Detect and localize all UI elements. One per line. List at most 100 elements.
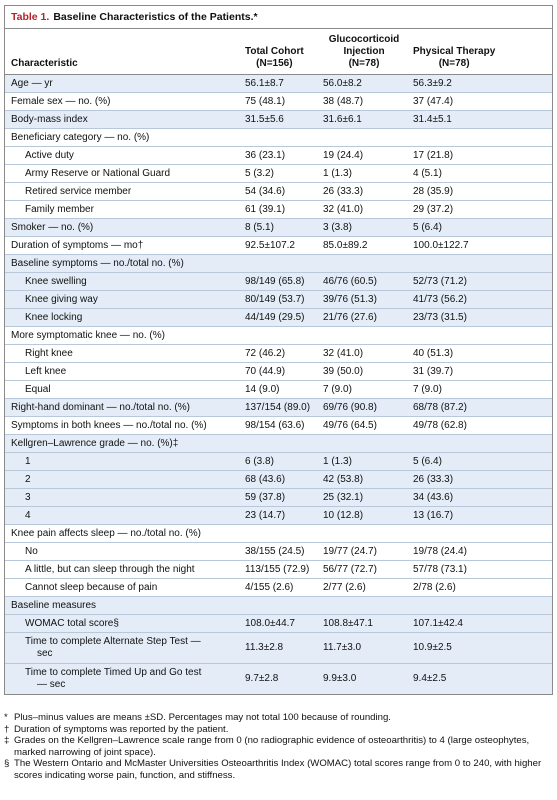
- item-row: Cannot sleep because of pain 4/155 (2.6) 2…: [5, 578, 552, 597]
- cell-value: 68/78 (87.2): [407, 398, 552, 417]
- empty-cell: [317, 254, 407, 273]
- cell-value: 107.1±42.4: [407, 614, 552, 633]
- header-block: Physical Therapy (N=78): [413, 46, 495, 70]
- item-row: Time to complete Alternate Step Test — se…: [5, 632, 552, 664]
- footnote-mark: §: [4, 758, 10, 769]
- column-name: Physical Therapy: [413, 46, 496, 57]
- label-line: Time to complete Timed Up and Go test: [25, 667, 202, 678]
- column-name: Glucocorticoid Injection: [328, 34, 400, 57]
- cell-value: 31.4±5.1: [407, 110, 552, 129]
- row-label: Right-hand dominant — no./total no. (%): [5, 398, 239, 417]
- cell-value: 5 (6.4): [407, 452, 552, 471]
- group-row: Symptoms in both knees — no./total no. (…: [5, 416, 552, 435]
- cell-value: 31 (39.7): [407, 362, 552, 381]
- cell-value: 36 (23.1): [239, 146, 317, 165]
- cell-value: 11.7±3.0: [317, 632, 407, 664]
- item-row: Equal 14 (9.0) 7 (9.0) 7 (9.0): [5, 380, 552, 399]
- cell-value: 98/149 (65.8): [239, 272, 317, 291]
- header-block: Glucocorticoid Injection (N=78): [323, 34, 405, 70]
- cell-value: 59 (37.8): [239, 488, 317, 507]
- cell-value: 69/76 (90.8): [317, 398, 407, 417]
- group-row: Knee pain affects sleep — no./total no. …: [5, 524, 552, 543]
- cell-value: 29 (37.2): [407, 200, 552, 219]
- item-row: WOMAC total score§ 108.0±44.7 108.8±47.1 10…: [5, 614, 552, 633]
- row-label: Female sex — no. (%): [5, 92, 239, 111]
- sub-label: Retired service member: [5, 182, 239, 201]
- empty-cell: [239, 434, 317, 453]
- group-row: Right-hand dominant — no./total no. (%) 1…: [5, 398, 552, 417]
- cell-value: 75 (48.1): [239, 92, 317, 111]
- cell-value: 19/78 (24.4): [407, 542, 552, 561]
- cell-value: 39 (50.0): [317, 362, 407, 381]
- cell-value: 44/149 (29.5): [239, 308, 317, 327]
- item-row: Time to complete Timed Up and Go test — s…: [5, 663, 552, 694]
- sub-label: Time to complete Timed Up and Go test — s…: [5, 663, 239, 694]
- cell-value: 54 (34.6): [239, 182, 317, 201]
- cell-value: 32 (41.0): [317, 200, 407, 219]
- cell-value: 80/149 (53.7): [239, 290, 317, 309]
- footnote-mark: †: [4, 723, 10, 735]
- cell-value: 42 (53.8): [317, 470, 407, 489]
- cell-value: 5 (6.4): [407, 218, 552, 237]
- row-label: Kellgren–Lawrence grade — no. (%)‡: [5, 434, 239, 453]
- column-header: Glucocorticoid Injection (N=78): [317, 29, 407, 75]
- cell-value: 8 (5.1): [239, 218, 317, 237]
- cell-value: 26 (33.3): [317, 182, 407, 201]
- cell-value: 100.0±122.7: [407, 236, 552, 255]
- row-label: Symptoms in both knees — no./total no. (…: [5, 416, 239, 435]
- group-row: Beneficiary category — no. (%): [5, 128, 552, 147]
- cell-value: 9.7±2.8: [239, 663, 317, 694]
- cell-value: 56.3±9.2: [407, 74, 552, 93]
- group-row: Duration of symptoms — mo† 92.5±107.2 85.0…: [5, 236, 552, 255]
- cell-value: 108.8±47.1: [317, 614, 407, 633]
- row-label: Body-mass index: [5, 110, 239, 129]
- column-name: Characteristic: [11, 58, 78, 69]
- cell-value: 38/155 (24.5): [239, 542, 317, 561]
- item-row: 2 68 (43.6) 42 (53.8) 26 (33.3): [5, 470, 552, 489]
- group-row: Kellgren–Lawrence grade — no. (%)‡: [5, 434, 552, 453]
- cell-value: 32 (41.0): [317, 344, 407, 363]
- cell-value: 13 (16.7): [407, 506, 552, 525]
- cell-value: 2/77 (2.6): [317, 578, 407, 597]
- cell-value: 1 (1.3): [317, 452, 407, 471]
- row-label: More symptomatic knee — no. (%): [5, 326, 239, 345]
- column-n: (N=78): [438, 58, 470, 69]
- sub-label: Knee locking: [5, 308, 239, 327]
- header-block: Characteristic: [11, 58, 78, 70]
- sub-label: Active duty: [5, 146, 239, 165]
- empty-cell: [239, 596, 317, 615]
- sub-label: Time to complete Alternate Step Test — se…: [5, 632, 239, 664]
- cell-value: 98/154 (63.6): [239, 416, 317, 435]
- item-row: Retired service member 54 (34.6) 26 (33.3)…: [5, 182, 552, 201]
- cell-value: 7 (9.0): [317, 380, 407, 399]
- empty-cell: [239, 524, 317, 543]
- sub-label: No: [5, 542, 239, 561]
- footnote-text: Grades on the Kellgren–Lawrence scale ra…: [14, 735, 530, 758]
- empty-cell: [407, 524, 552, 543]
- sub-label: Family member: [5, 200, 239, 219]
- empty-cell: [317, 128, 407, 147]
- item-row: Army Reserve or National Guard 5 (3.2) 1 (…: [5, 164, 552, 183]
- header-block: Total Cohort (N=156): [245, 46, 304, 70]
- cell-value: 25 (32.1): [317, 488, 407, 507]
- cell-value: 31.6±6.1: [317, 110, 407, 129]
- sub-label: WOMAC total score§: [5, 614, 239, 633]
- column-n: (N=78): [348, 58, 380, 69]
- empty-cell: [407, 254, 552, 273]
- column-header: Physical Therapy (N=78): [407, 29, 552, 75]
- cell-value: 68 (43.6): [239, 470, 317, 489]
- cell-value: 72 (46.2): [239, 344, 317, 363]
- cell-value: 10.9±2.5: [407, 632, 552, 664]
- cell-value: 92.5±107.2: [239, 236, 317, 255]
- item-row: No 38/155 (24.5) 19/77 (24.7) 19/78 (24.4): [5, 542, 552, 561]
- sub-label: Cannot sleep because of pain: [5, 578, 239, 597]
- cell-value: 38 (48.7): [317, 92, 407, 111]
- cell-value: 26 (33.3): [407, 470, 552, 489]
- cell-value: 4 (5.1): [407, 164, 552, 183]
- cell-value: 85.0±89.2: [317, 236, 407, 255]
- sub-label: Right knee: [5, 344, 239, 363]
- footnote: * Plus–minus values are means ±SD. Percen…: [4, 712, 553, 724]
- cell-value: 17 (21.8): [407, 146, 552, 165]
